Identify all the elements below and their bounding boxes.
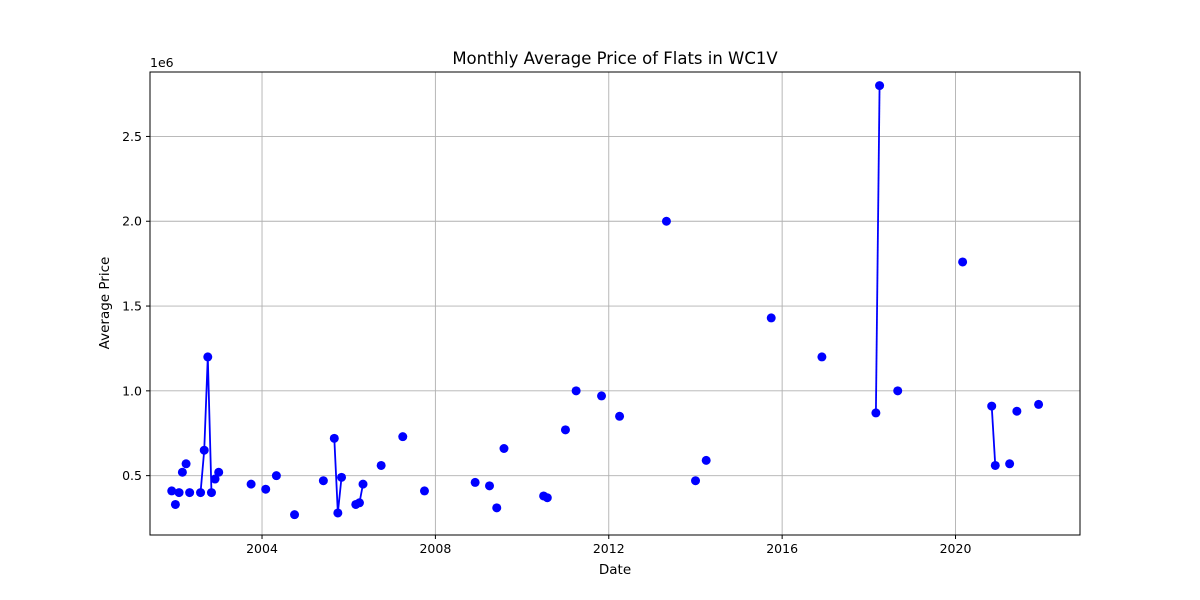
series-layer [167, 81, 1044, 520]
data-point [329, 433, 339, 443]
data-point [893, 386, 903, 396]
data-point [167, 486, 177, 496]
data-point [485, 481, 495, 491]
data-point [987, 401, 997, 411]
series-line-segment [990, 406, 997, 466]
data-point [177, 467, 187, 477]
y-offset-label: 1e6 [150, 55, 174, 70]
data-point [333, 508, 343, 518]
data-point [271, 471, 281, 481]
y-tick-label: 2.5 [122, 129, 142, 144]
data-point [181, 459, 191, 469]
data-point [203, 352, 213, 362]
data-point [354, 498, 364, 508]
data-point [766, 313, 776, 323]
data-point [817, 352, 827, 362]
data-point [185, 488, 195, 498]
data-point [261, 484, 271, 494]
data-point [560, 425, 570, 435]
x-tick-label: 2012 [593, 541, 625, 556]
y-tick-label: 1.5 [122, 299, 142, 314]
data-point [170, 499, 180, 509]
tick-layer: 2004 2008 2012 2016 2020 0.5 1.0 1.5 2.0 2.5 [122, 129, 971, 556]
series-line-segment [199, 356, 213, 493]
x-axis-label: Date [599, 562, 631, 578]
data-point [246, 479, 256, 489]
data-point [398, 432, 408, 442]
x-tick-label: 2008 [419, 541, 451, 556]
data-point [701, 455, 711, 465]
y-axis-label: Average Price [97, 257, 113, 350]
data-point [376, 460, 386, 470]
data-point [691, 476, 701, 486]
data-point [206, 488, 216, 498]
data-point [615, 411, 625, 421]
data-point [499, 444, 509, 454]
data-point [174, 488, 184, 498]
data-point [875, 81, 885, 91]
y-tick-label: 2.0 [122, 214, 142, 229]
series-line-segment [874, 85, 881, 413]
data-point [290, 510, 300, 520]
data-point [597, 391, 607, 401]
chart-title: Monthly Average Price of Flats in WC1V [452, 49, 778, 68]
x-tick-label: 2004 [246, 541, 278, 556]
data-point [990, 460, 1000, 470]
data-point [210, 474, 220, 484]
data-point [958, 257, 968, 267]
data-point [1005, 459, 1015, 469]
data-point [419, 486, 429, 496]
data-point [337, 472, 347, 482]
data-point [492, 503, 502, 513]
plot-frame [149, 71, 1081, 536]
data-point [199, 445, 209, 455]
data-point [470, 477, 480, 487]
grid-layer [150, 72, 1080, 535]
data-point [318, 476, 328, 486]
data-point [661, 216, 671, 226]
data-point [1034, 399, 1044, 409]
data-point [214, 467, 224, 477]
y-tick-label: 0.5 [122, 468, 142, 483]
data-point [196, 488, 206, 498]
data-point [871, 408, 881, 418]
data-point [1012, 406, 1022, 416]
x-tick-label: 2016 [766, 541, 798, 556]
data-point [571, 386, 581, 396]
y-tick-label: 1.0 [122, 383, 142, 398]
data-point [542, 493, 552, 503]
data-point [358, 479, 368, 489]
x-tick-label: 2020 [940, 541, 972, 556]
